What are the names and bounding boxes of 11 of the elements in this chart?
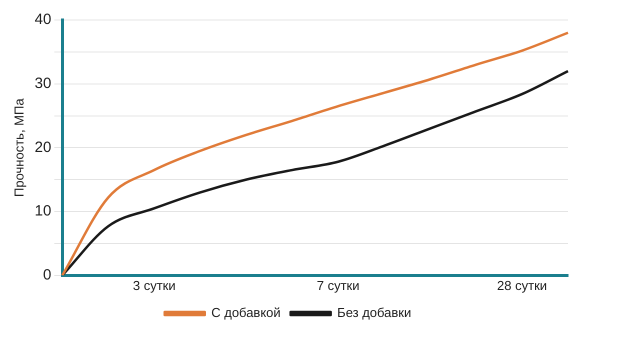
legend-label: С добавкой (211, 305, 281, 320)
x-tick-label: 28 сутки (497, 278, 548, 293)
y-tick-label: 30 (34, 74, 52, 92)
y-axis-title: Прочность, МПа (11, 98, 26, 197)
legend-label: Без добавки (337, 305, 412, 320)
y-tick-label: 0 (42, 266, 52, 284)
x-tick-label: 7 сутки (316, 278, 360, 293)
x-tick-label: 3 сутки (132, 278, 176, 293)
y-tick-label: 40 (34, 11, 52, 28)
y-tick-label: 10 (34, 202, 52, 220)
y-tick-label: 20 (34, 138, 52, 156)
